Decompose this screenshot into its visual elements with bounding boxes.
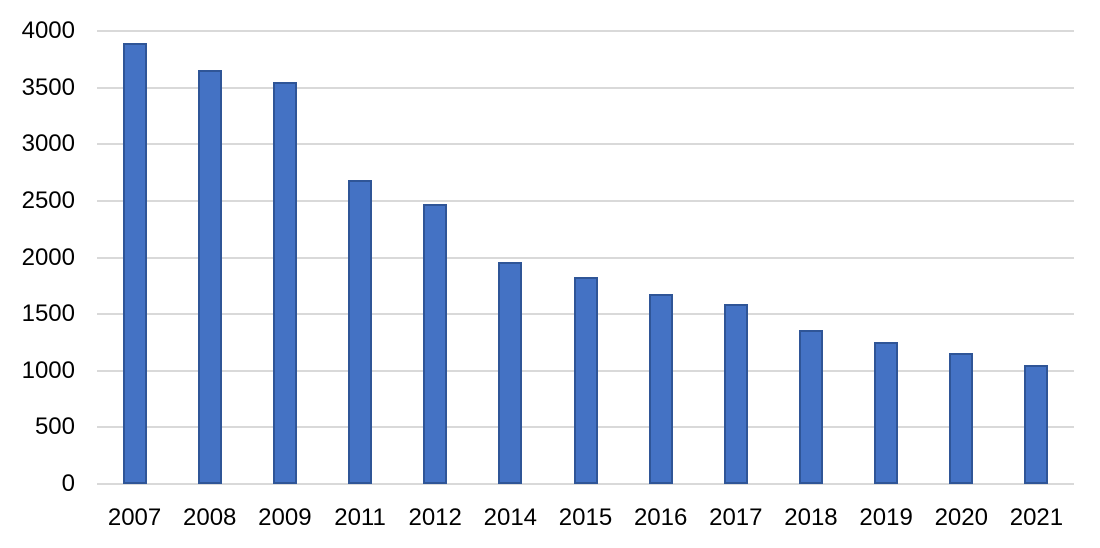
y-tick-label: 0 bbox=[61, 470, 75, 497]
x-tick-label: 2018 bbox=[784, 504, 838, 531]
gridline bbox=[97, 483, 1074, 485]
bar-2018 bbox=[798, 329, 823, 484]
bar-2017 bbox=[723, 303, 748, 484]
x-tick-label: 2019 bbox=[859, 504, 913, 531]
x-tick-label: 2011 bbox=[334, 504, 386, 531]
x-tick-label: 2021 bbox=[1009, 504, 1064, 531]
y-tick-label: 500 bbox=[34, 413, 75, 441]
y-tick-label: 3500 bbox=[21, 73, 75, 101]
y-tick-label: 2500 bbox=[21, 186, 75, 214]
bar-2015 bbox=[573, 276, 598, 484]
x-tick-label: 2015 bbox=[558, 504, 613, 531]
gridline bbox=[97, 86, 1074, 89]
x-tick-label: 2008 bbox=[183, 504, 237, 531]
bar-2007 bbox=[122, 43, 147, 484]
y-tick-label: 3000 bbox=[21, 130, 75, 158]
bar-2012 bbox=[423, 204, 448, 484]
gridline bbox=[97, 256, 1074, 259]
bar-2019 bbox=[874, 342, 899, 484]
bar-2020 bbox=[949, 352, 974, 484]
gridline bbox=[97, 199, 1074, 202]
bar-2016 bbox=[648, 293, 673, 484]
x-tick-label: 2017 bbox=[709, 504, 763, 531]
x-tick-label: 2014 bbox=[483, 504, 538, 531]
bar-2021 bbox=[1024, 365, 1049, 484]
y-tick-label: 1000 bbox=[21, 356, 75, 384]
x-tick-label: 2020 bbox=[934, 504, 988, 531]
bar-2009 bbox=[272, 81, 297, 484]
y-tick-label: 1500 bbox=[21, 300, 75, 328]
bar-2011 bbox=[348, 180, 373, 484]
y-tick-label: 2000 bbox=[21, 243, 75, 271]
x-tick-label: 2007 bbox=[107, 504, 162, 531]
gridline bbox=[97, 30, 1074, 32]
y-tick-label: 4000 bbox=[21, 17, 75, 44]
bar-2014 bbox=[498, 262, 523, 484]
x-tick-label: 2016 bbox=[633, 504, 688, 531]
gridline bbox=[97, 143, 1074, 146]
x-tick-label: 2009 bbox=[258, 504, 312, 531]
x-tick-label: 2012 bbox=[408, 504, 462, 531]
bar-2008 bbox=[197, 69, 222, 484]
